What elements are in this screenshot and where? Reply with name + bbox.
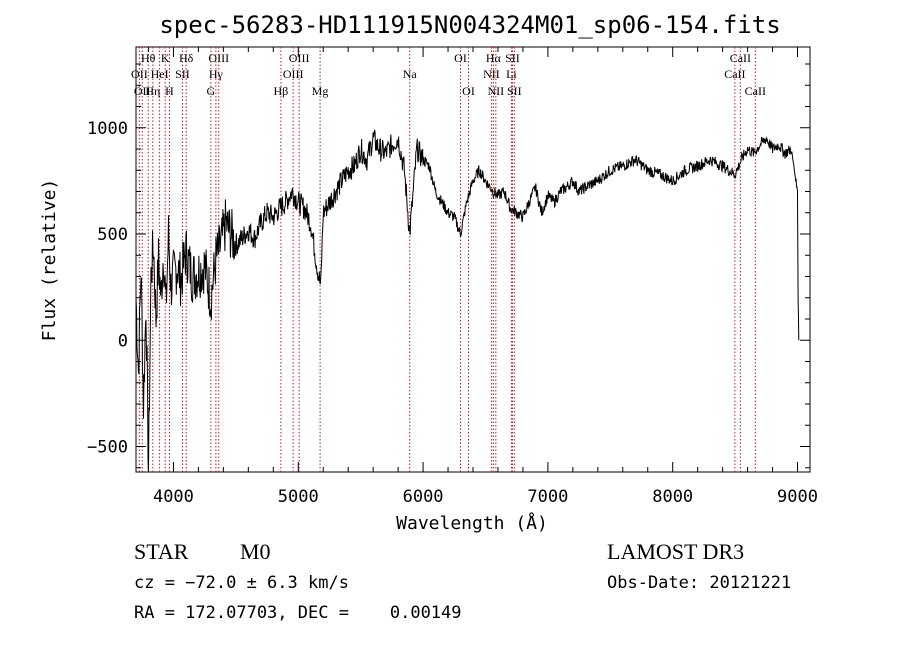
spectrum-series (135, 129, 800, 473)
line-marker-label-4: HeI (151, 67, 169, 81)
y-axis-ticks: −500 0 500 1000 (87, 63, 810, 469)
line-marker-label-16: Na (403, 67, 418, 81)
survey-name: LAMOST DR3 (607, 539, 744, 564)
line-marker-label-17: OI (454, 51, 467, 65)
x-tick-label: 7000 (527, 487, 568, 507)
spectrum-line (135, 129, 800, 473)
emission-line-labels: OIIOIIHθHηHeIKHSIIHδHγGOIIIHβOIIIOIIIMgN… (131, 51, 766, 98)
emission-line-markers (138, 47, 756, 472)
x-tick-label: 4000 (153, 487, 194, 507)
object-subclass: M0 (240, 539, 271, 564)
line-marker-label-1: OII (134, 84, 151, 98)
line-marker-label-15: Mg (312, 84, 329, 98)
x-tick-label: 9000 (777, 487, 818, 507)
plot-area (135, 46, 811, 473)
chart-title: spec-56283-HD111915N004324M01_sp06-154.f… (159, 11, 780, 39)
line-marker-label-20: Hα (486, 51, 502, 65)
line-marker-label-18: OI (462, 84, 475, 98)
line-marker-label-26: CaII (730, 51, 751, 65)
line-marker-label-10: G (207, 84, 216, 98)
coordinates-text: RA = 172.07703, DEC = 0.00149 (134, 603, 462, 623)
info-panel: STAR M0 cz = −72.0 ± 6.3 km/s RA = 172.0… (134, 539, 791, 623)
line-marker-label-23: SII (505, 51, 520, 65)
line-marker-label-11: OIII (208, 51, 229, 65)
line-marker-label-9: Hγ (209, 67, 224, 81)
line-marker-label-6: H (165, 84, 174, 98)
y-axis-label: Flux (relative) (39, 179, 60, 342)
x-tick-label: 6000 (403, 487, 444, 507)
line-marker-label-25: CaII (724, 67, 745, 81)
line-marker-label-22: Li (506, 67, 517, 81)
y-tick-label: 1000 (87, 119, 128, 139)
plot-border (135, 46, 811, 473)
line-marker-label-8: Hδ (179, 51, 194, 65)
line-marker-label-21: NII (488, 84, 505, 98)
x-axis-ticks: 4000 5000 6000 7000 8000 9000 (147, 47, 818, 507)
obs-date: Obs-Date: 20121221 (607, 573, 791, 593)
y-tick-label: −500 (87, 438, 128, 458)
x-tick-label: 5000 (278, 487, 319, 507)
line-marker-label-19: NII (483, 67, 500, 81)
line-marker-label-7: SII (175, 67, 190, 81)
y-tick-label: 0 (118, 331, 128, 351)
x-axis-label: Wavelength (Å) (396, 512, 548, 534)
line-marker-label-12: Hβ (274, 84, 289, 98)
x-tick-label: 8000 (652, 487, 693, 507)
line-marker-label-2: Hθ (141, 51, 156, 65)
line-marker-label-13: OIII (283, 67, 304, 81)
object-class: STAR (134, 539, 189, 564)
line-marker-label-14: OIII (289, 51, 310, 65)
redshift-text: cz = −72.0 ± 6.3 km/s (134, 573, 349, 593)
line-marker-label-5: K (161, 51, 170, 65)
y-tick-label: 500 (97, 225, 128, 245)
line-marker-label-24: SII (507, 84, 522, 98)
line-marker-label-0: OII (131, 67, 148, 81)
line-marker-label-3: Hη (145, 84, 160, 98)
line-marker-label-27: CaII (745, 84, 766, 98)
